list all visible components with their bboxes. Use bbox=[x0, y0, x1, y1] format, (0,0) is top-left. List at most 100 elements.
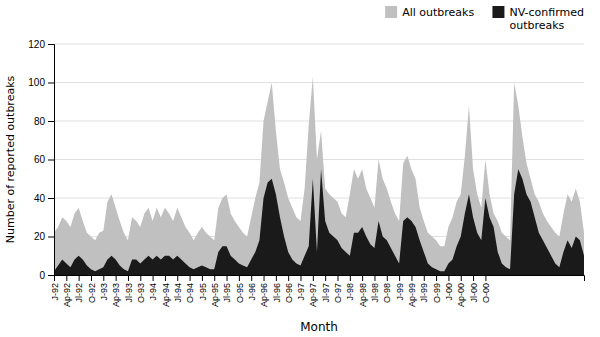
tick: J-99 bbox=[395, 275, 405, 301]
tick-mark bbox=[48, 83, 54, 84]
tick-mark bbox=[48, 198, 54, 199]
tick-label: Ap-93 bbox=[111, 283, 121, 307]
tick: O-00 bbox=[481, 275, 491, 303]
area bbox=[54, 169, 584, 275]
grid-line bbox=[54, 82, 584, 83]
tick-mark bbox=[48, 237, 54, 238]
tick-label: O-00 bbox=[481, 283, 491, 303]
tick-mark bbox=[424, 275, 425, 281]
tick-label: O-98 bbox=[382, 283, 392, 303]
tick-label: Ap-96 bbox=[259, 283, 269, 307]
tick-mark bbox=[288, 275, 289, 281]
tick-mark bbox=[140, 275, 141, 281]
tick: 0 bbox=[39, 270, 54, 281]
tick: Jl-97 bbox=[321, 275, 331, 303]
legend-item: NV-confirmedoutbreaks bbox=[492, 6, 584, 32]
tick: O-93 bbox=[136, 275, 146, 303]
tick-label: O-94 bbox=[185, 283, 195, 303]
tick: Ap-99 bbox=[407, 275, 417, 307]
tick-label: Ap-94 bbox=[161, 283, 171, 307]
tick: Ap-92 bbox=[62, 275, 72, 307]
tick-label: 120 bbox=[28, 39, 45, 50]
tick-label: Jl-98 bbox=[370, 283, 380, 303]
tick: Ap-98 bbox=[358, 275, 368, 307]
tick-label: J-94 bbox=[148, 283, 158, 301]
tick: O-96 bbox=[284, 275, 294, 303]
tick-label: Ap-95 bbox=[210, 283, 220, 307]
tick-label: J-92 bbox=[50, 283, 60, 301]
tick: Jl-93 bbox=[124, 275, 134, 303]
tick: Ap-94 bbox=[161, 275, 171, 307]
tick-mark bbox=[411, 275, 412, 281]
tick-mark bbox=[48, 44, 54, 45]
legend-label: All outbreaks bbox=[402, 6, 474, 19]
legend-swatch bbox=[385, 6, 397, 18]
tick-mark bbox=[54, 275, 55, 281]
tick: 60 bbox=[34, 154, 54, 165]
tick: J-00 bbox=[444, 275, 454, 301]
tick-label: O-95 bbox=[235, 283, 245, 303]
tick-label: Jl-94 bbox=[173, 283, 183, 303]
tick: J-94 bbox=[148, 275, 158, 301]
tick-label: 80 bbox=[34, 116, 46, 127]
tick: 80 bbox=[34, 116, 54, 127]
grid-line bbox=[54, 44, 584, 45]
tick-mark bbox=[387, 275, 388, 281]
tick-mark bbox=[325, 275, 326, 281]
tick: J-95 bbox=[198, 275, 208, 301]
tick: O-99 bbox=[432, 275, 442, 303]
tick: Jl-00 bbox=[469, 275, 479, 303]
tick: J-93 bbox=[99, 275, 109, 301]
tick: O-97 bbox=[333, 275, 343, 303]
tick-mark bbox=[374, 275, 375, 281]
tick-mark bbox=[239, 275, 240, 281]
tick-mark bbox=[337, 275, 338, 281]
tick: Ap-00 bbox=[456, 275, 466, 307]
tick: 100 bbox=[28, 77, 54, 88]
tick-label: J-97 bbox=[296, 283, 306, 301]
tick-label: Jl-97 bbox=[321, 283, 331, 303]
tick: J-97 bbox=[296, 275, 306, 301]
tick: Jl-92 bbox=[74, 275, 84, 303]
grid-line bbox=[54, 121, 584, 122]
tick-label: Ap-98 bbox=[358, 283, 368, 307]
tick: 40 bbox=[34, 193, 54, 204]
y-axis-title: Number of reported outbreaks bbox=[4, 75, 17, 243]
tick-mark bbox=[79, 275, 80, 281]
tick-mark bbox=[461, 275, 462, 281]
tick: Ap-95 bbox=[210, 275, 220, 307]
tick-mark bbox=[301, 275, 302, 281]
tick-mark bbox=[473, 275, 474, 281]
tick-mark bbox=[350, 275, 351, 281]
tick: O-94 bbox=[185, 275, 195, 303]
tick: O-92 bbox=[87, 275, 97, 303]
legend-label: NV-confirmedoutbreaks bbox=[509, 6, 584, 32]
tick-mark bbox=[116, 275, 117, 281]
tick-mark bbox=[103, 275, 104, 281]
tick: Jl-94 bbox=[173, 275, 183, 303]
tick: 20 bbox=[34, 231, 54, 242]
tick: 120 bbox=[28, 39, 54, 50]
plot-area: 020406080100120J-92Ap-92Jl-92O-92J-93Ap-… bbox=[28, 39, 584, 307]
legend-item: All outbreaks bbox=[385, 6, 474, 19]
tick-label: Ap-99 bbox=[407, 283, 417, 307]
tick: Jl-95 bbox=[222, 275, 232, 303]
tick: J-96 bbox=[247, 275, 257, 301]
y-axis: 0 20 40 60 80 100 120 bbox=[28, 39, 54, 281]
tick-label: Jl-99 bbox=[419, 283, 429, 303]
tick-label: Ap-00 bbox=[456, 283, 466, 307]
tick: Jl-99 bbox=[419, 275, 429, 303]
tick-label: J-99 bbox=[395, 283, 405, 301]
tick: Jl-96 bbox=[272, 275, 282, 303]
axis-line bbox=[55, 276, 585, 282]
tick-label: 40 bbox=[34, 193, 46, 204]
tick-mark bbox=[485, 275, 486, 281]
tick-label: 20 bbox=[34, 231, 46, 242]
tick: J-92 bbox=[50, 275, 60, 301]
tick-mark bbox=[66, 275, 67, 281]
tick-mark bbox=[177, 275, 178, 281]
tick: Ap-96 bbox=[259, 275, 269, 307]
tick-label: O-99 bbox=[432, 283, 442, 303]
tick-label: Jl-96 bbox=[272, 283, 282, 303]
tick-label: Jl-92 bbox=[74, 283, 84, 303]
